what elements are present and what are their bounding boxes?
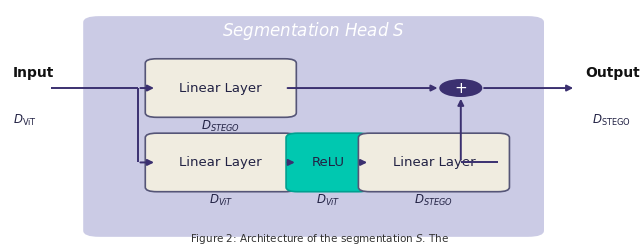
FancyBboxPatch shape <box>145 133 296 192</box>
Text: Linear Layer: Linear Layer <box>179 82 262 94</box>
Text: Segmentation Head $S$: Segmentation Head $S$ <box>222 20 405 42</box>
Text: $+$: $+$ <box>454 81 467 95</box>
Text: $D_{\mathit{ViT}}$: $D_{\mathit{ViT}}$ <box>209 193 233 208</box>
Text: Input: Input <box>13 66 54 80</box>
Text: $D_{\mathrm{ViT}}$: $D_{\mathrm{ViT}}$ <box>13 113 37 128</box>
Text: Linear Layer: Linear Layer <box>392 156 476 169</box>
FancyBboxPatch shape <box>83 16 544 237</box>
Text: $D_{\mathit{STEGO}}$: $D_{\mathit{STEGO}}$ <box>415 193 453 208</box>
Circle shape <box>440 80 481 96</box>
FancyBboxPatch shape <box>286 133 370 192</box>
Text: Output: Output <box>586 66 640 80</box>
Text: ReLU: ReLU <box>312 156 344 169</box>
Text: Figure 2: Architecture of the segmentation $S$. The: Figure 2: Architecture of the segmentati… <box>190 232 450 246</box>
Text: $D_{\mathit{ViT}}$: $D_{\mathit{ViT}}$ <box>316 193 340 208</box>
Text: $D_{\mathrm{STEGO}}$: $D_{\mathrm{STEGO}}$ <box>592 113 631 128</box>
Text: Linear Layer: Linear Layer <box>179 156 262 169</box>
FancyBboxPatch shape <box>145 59 296 117</box>
FancyBboxPatch shape <box>358 133 509 192</box>
Text: $D_{\mathit{STEGO}}$: $D_{\mathit{STEGO}}$ <box>202 119 240 134</box>
